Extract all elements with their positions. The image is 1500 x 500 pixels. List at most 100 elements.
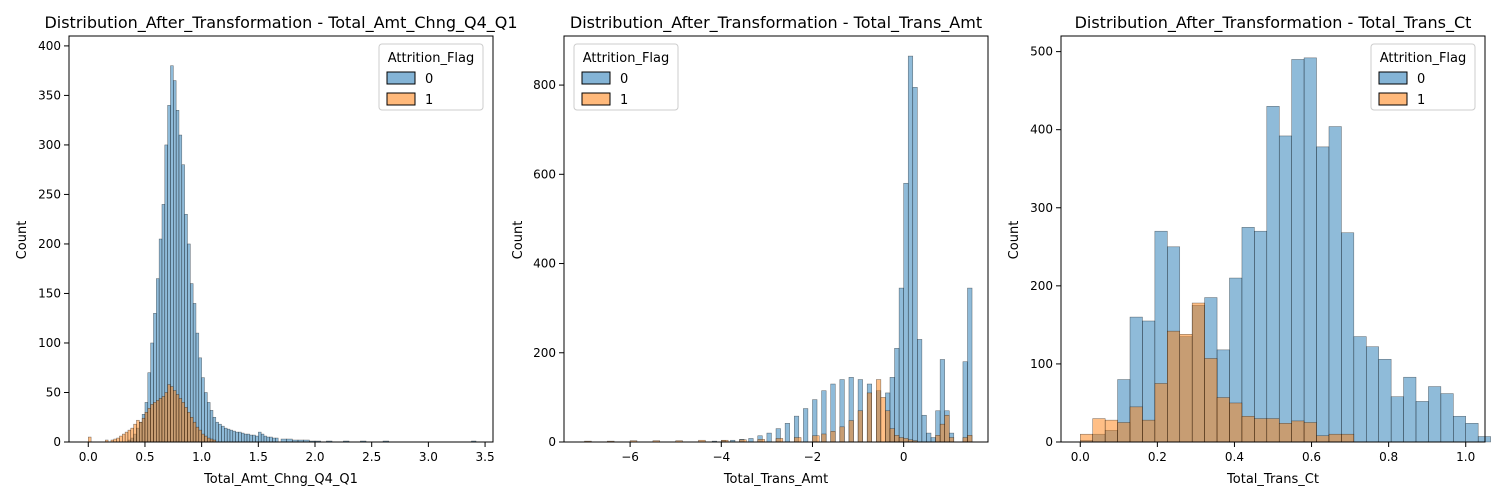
y-tick-label: 200	[533, 346, 556, 360]
hist-bar-series-0	[195, 332, 200, 443]
hist-bar-series-1	[894, 435, 900, 443]
hist-bar-series-1	[880, 397, 886, 443]
hist-bar-series-1	[775, 438, 784, 443]
hist-bar-series-0	[181, 164, 185, 443]
hist-bar-series-0	[173, 80, 177, 443]
hist-bar-series-1	[889, 428, 895, 443]
x-tick-label: 0.2	[1148, 450, 1167, 464]
hist-bar-series-0	[255, 435, 259, 443]
hist-bar-series-1	[1154, 383, 1168, 443]
hist-bar-series-0	[212, 416, 217, 443]
hist-bar-series-1	[192, 421, 197, 443]
hist-bar-series-1	[898, 437, 904, 443]
hist-bar-series-0	[218, 423, 222, 443]
hist-bar-series-0	[917, 339, 923, 443]
hist-bar-series-1	[175, 394, 180, 443]
hist-bar-series-1	[158, 398, 163, 443]
hist-bar-series-1	[204, 435, 208, 443]
hist-bar-series-0	[1415, 401, 1429, 443]
x-tick-label: 0	[900, 450, 908, 464]
legend-label-0: 0	[620, 72, 628, 87]
hist-bar-series-1	[184, 407, 188, 443]
hist-bar-series-0	[192, 303, 197, 443]
hist-bar-series-1	[130, 427, 134, 443]
hist-bar-series-0	[1453, 415, 1466, 443]
hist-bar-series-1	[198, 429, 202, 443]
hist-bar-series-1	[1179, 334, 1193, 443]
hist-bar-series-1	[178, 398, 183, 443]
hist-bar-series-0	[243, 433, 248, 443]
x-tick-label: 0.5	[135, 450, 154, 464]
hist-bar-series-1	[1328, 433, 1342, 443]
hist-bar-series-0	[1241, 227, 1255, 443]
x-tick-label: 1.5	[249, 450, 268, 464]
x-tick-label: 1.0	[1456, 450, 1475, 464]
hist-bar-series-0	[269, 436, 273, 443]
hist-bar-series-1	[1241, 415, 1255, 443]
hist-bar-series-1	[141, 417, 146, 443]
x-tick-label: 3.0	[419, 450, 438, 464]
hist-bar-series-1	[962, 437, 968, 443]
y-tick-label: 0	[53, 435, 61, 449]
hist-bar-series-1	[195, 426, 200, 443]
hist-bar-series-1	[876, 379, 882, 443]
hist-bar-series-1	[935, 435, 941, 443]
hist-bar-series-0	[903, 182, 909, 443]
hist-bar-series-1	[201, 433, 205, 443]
hist-bar-series-0	[784, 423, 790, 443]
legend-swatch-0	[1378, 71, 1408, 85]
y-axis-label: Count	[15, 221, 30, 260]
hist-bar-series-1	[885, 410, 891, 443]
legend-swatch-0	[581, 71, 611, 85]
hist-bar-series-1	[821, 433, 827, 443]
hist-bar-series-0	[175, 110, 180, 443]
x-axis-label: Total_Trans_Amt	[723, 472, 828, 487]
hist-bar-series-0	[1341, 232, 1355, 443]
y-tick-label: 300	[38, 138, 61, 152]
hist-bar-series-0	[898, 287, 904, 443]
chart-title: Distribution_After_Transformation - Tota…	[44, 13, 517, 33]
hist-bar-series-0	[275, 437, 279, 443]
y-tick-label: 150	[38, 286, 61, 300]
hist-bar-series-1	[1191, 302, 1205, 443]
hist-bar-series-1	[122, 433, 126, 443]
hist-bar-series-0	[1303, 57, 1317, 443]
axes-frame	[68, 35, 494, 443]
hist-bar-series-1	[127, 429, 132, 443]
chart-title: Distribution_After_Transformation - Tota…	[570, 13, 982, 33]
hist-bar-series-0	[1403, 376, 1417, 443]
hist-bar-series-0	[1291, 59, 1305, 443]
hist-bar-series-0	[1378, 358, 1392, 443]
y-axis-label: Count	[511, 221, 526, 260]
hist-bar-series-1	[1291, 420, 1305, 443]
hist-bar-series-0	[235, 431, 239, 443]
legend: Attrition_Flag 0 1	[1370, 43, 1476, 111]
hist-bar-series-1	[830, 431, 836, 443]
hist-bar-series-0	[1278, 135, 1292, 443]
legend-title: Attrition_Flag	[583, 51, 670, 66]
y-tick-label: 600	[533, 167, 556, 181]
hist-bar-series-0	[215, 421, 219, 443]
hist-bar-series-0	[229, 429, 234, 443]
hist-bar-series-1	[144, 412, 149, 443]
hist-bar-series-1	[116, 437, 120, 443]
hist-bar-series-1	[1316, 435, 1330, 443]
hist-bar-series-0	[272, 437, 276, 443]
hist-bar-series-1	[147, 408, 151, 443]
hist-bar-series-0	[748, 438, 754, 443]
hist-bar-series-1	[136, 419, 140, 443]
legend: Attrition_Flag 0 1	[378, 43, 484, 111]
hist-bar-series-0	[198, 357, 202, 443]
bars-layer	[584, 55, 973, 443]
x-tick-label: 1.0	[192, 450, 211, 464]
hist-bar-series-0	[266, 436, 270, 443]
y-tick-label: 50	[46, 385, 61, 399]
hist-bar-series-1	[848, 420, 854, 443]
hist-bar-series-0	[263, 435, 268, 443]
hist-bar-series-0	[241, 432, 245, 443]
ticks-layer: 0.0 0.2 0.4 0.6 0.8 1.0 0 100 200 300 400 500	[1030, 45, 1475, 464]
y-tick-label: 100	[38, 336, 61, 350]
hist-bar-series-0	[907, 55, 914, 443]
hist-bar-series-1	[153, 402, 157, 443]
hist-bar-series-1	[139, 421, 143, 443]
